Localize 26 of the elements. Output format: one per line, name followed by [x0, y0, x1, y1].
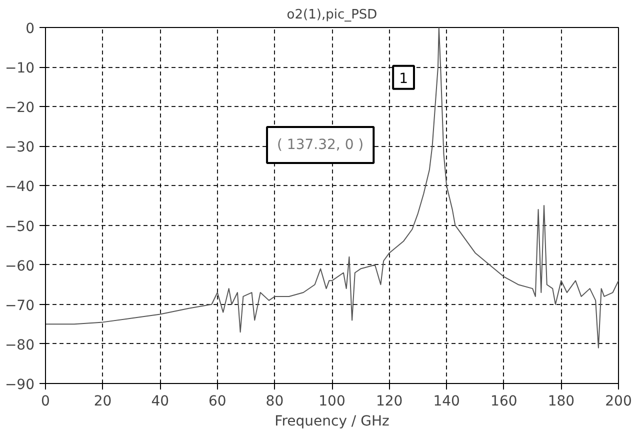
x-tick-label: 60: [208, 394, 226, 410]
x-tick-label: 120: [376, 394, 403, 410]
annotation: 1: [399, 70, 408, 87]
x-tick-label: 100: [318, 394, 346, 410]
x-tick-label: 80: [266, 394, 284, 410]
y-tick-label: −60: [4, 258, 34, 274]
x-tick-label: 0: [41, 394, 50, 410]
chart-title: o2(1),pic_PSD: [286, 8, 378, 22]
x-axis-title: Frequency / GHz: [274, 414, 390, 430]
x-tick-label: 200: [605, 394, 632, 410]
y-tick-label: −40: [4, 179, 34, 196]
x-tick-label: 20: [94, 394, 112, 410]
y-tick-label: −70: [4, 298, 34, 314]
y-tick-label: −80: [4, 337, 34, 354]
y-tick-label: −30: [4, 140, 34, 156]
y-tick-label: 0: [26, 21, 35, 37]
y-tick-label: −90: [4, 377, 34, 393]
x-tick-label: 180: [548, 394, 575, 410]
y-tick-label: −20: [4, 100, 34, 116]
x-tick-label: 40: [151, 394, 170, 410]
x-tick-label: 140: [433, 394, 460, 410]
y-tick-label: −10: [4, 60, 34, 77]
y-tick-label: −50: [4, 218, 34, 235]
line-series: [46, 28, 618, 348]
annotation: ( 137.32, 0 ): [277, 136, 364, 153]
x-tick-label: 160: [490, 394, 518, 410]
